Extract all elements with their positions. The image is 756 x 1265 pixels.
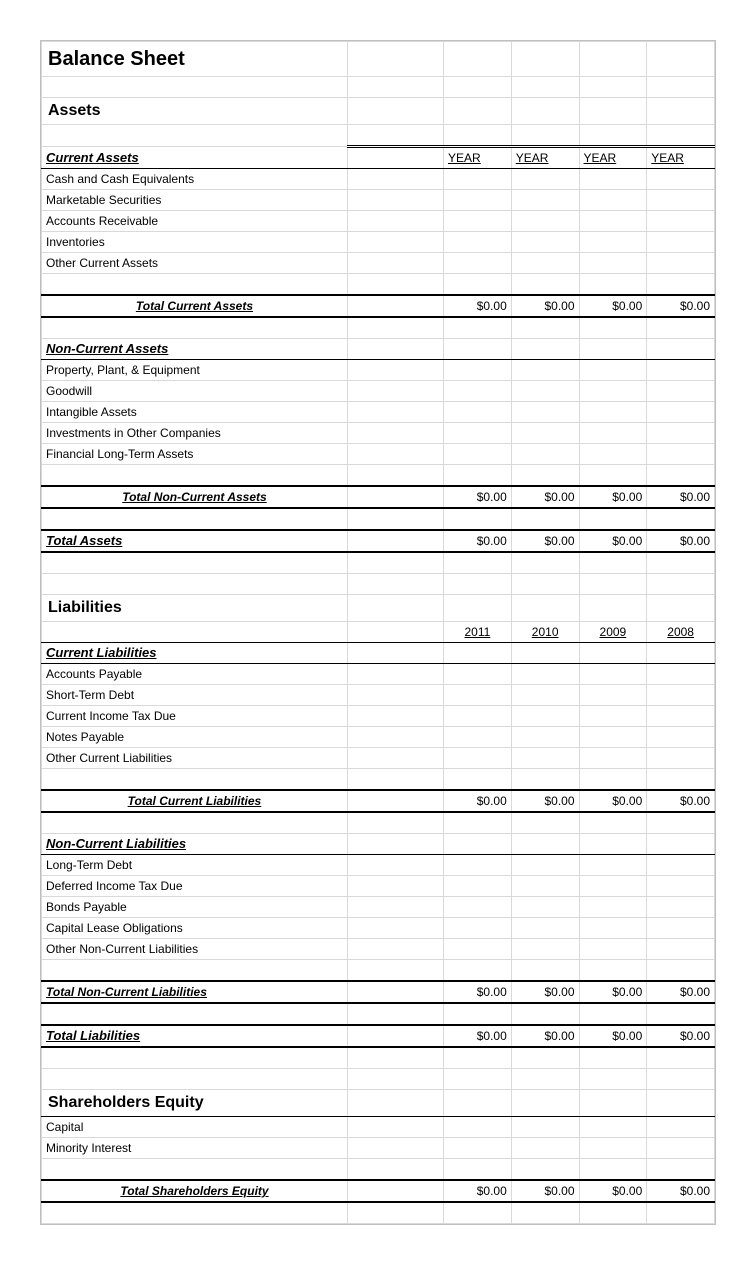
total-value: $0.00 <box>444 486 512 508</box>
line-item: Accounts Payable <box>42 664 348 685</box>
noncurrent-liabilities-heading: Non-Current Liabilities <box>42 834 348 855</box>
line-item: Investments in Other Companies <box>42 423 348 444</box>
line-item: Marketable Securities <box>42 190 348 211</box>
total-value: $0.00 <box>511 1180 579 1202</box>
total-value: $0.00 <box>511 1025 579 1047</box>
total-value: $0.00 <box>579 1180 647 1202</box>
total-assets-label: Total Assets <box>42 530 348 552</box>
current-liabilities-heading: Current Liabilities <box>42 643 348 664</box>
total-value: $0.00 <box>444 1025 512 1047</box>
total-value: $0.00 <box>444 790 512 812</box>
total-value: $0.00 <box>647 295 715 317</box>
line-item: Bonds Payable <box>42 897 348 918</box>
total-value: $0.00 <box>579 1025 647 1047</box>
line-item: Cash and Cash Equivalents <box>42 169 348 190</box>
line-item: Short-Term Debt <box>42 685 348 706</box>
line-item: Long-Term Debt <box>42 855 348 876</box>
total-value: $0.00 <box>647 530 715 552</box>
assets-heading: Assets <box>42 98 348 125</box>
year-header: YEAR <box>579 147 647 169</box>
line-item: Capital Lease Obligations <box>42 918 348 939</box>
total-value: $0.00 <box>444 981 512 1003</box>
total-value: $0.00 <box>579 790 647 812</box>
year-header: YEAR <box>647 147 715 169</box>
line-item: Intangible Assets <box>42 402 348 423</box>
year-header: 2010 <box>511 622 579 643</box>
line-item: Other Current Assets <box>42 253 348 274</box>
year-header: 2008 <box>647 622 715 643</box>
equity-heading: Shareholders Equity <box>42 1090 348 1117</box>
balance-sheet-table: Balance Sheet Assets Current Assets YEAR… <box>41 41 715 1224</box>
total-value: $0.00 <box>444 1180 512 1202</box>
sheet-title: Balance Sheet <box>42 42 348 77</box>
total-value: $0.00 <box>579 295 647 317</box>
total-value: $0.00 <box>579 530 647 552</box>
line-item: Inventories <box>42 232 348 253</box>
total-value: $0.00 <box>511 981 579 1003</box>
balance-sheet: Balance Sheet Assets Current Assets YEAR… <box>40 40 716 1225</box>
total-value: $0.00 <box>444 530 512 552</box>
total-value: $0.00 <box>579 981 647 1003</box>
year-header: 2009 <box>579 622 647 643</box>
line-item: Minority Interest <box>42 1138 348 1159</box>
line-item: Goodwill <box>42 381 348 402</box>
line-item: Other Current Liabilities <box>42 748 348 769</box>
line-item: Current Income Tax Due <box>42 706 348 727</box>
total-value: $0.00 <box>647 1180 715 1202</box>
noncurrent-assets-heading: Non-Current Assets <box>42 339 348 360</box>
total-value: $0.00 <box>511 790 579 812</box>
year-header: YEAR <box>444 147 512 169</box>
total-current-liabilities-label: Total Current Liabilities <box>42 790 348 812</box>
total-value: $0.00 <box>647 790 715 812</box>
line-item: Property, Plant, & Equipment <box>42 360 348 381</box>
total-noncurrent-liabilities-label: Total Non-Current Liabilities <box>42 981 348 1003</box>
year-header: 2011 <box>444 622 512 643</box>
line-item: Financial Long-Term Assets <box>42 444 348 465</box>
total-equity-label: Total Shareholders Equity <box>42 1180 348 1202</box>
total-value: $0.00 <box>511 530 579 552</box>
current-assets-heading: Current Assets <box>42 147 348 169</box>
total-value: $0.00 <box>647 1025 715 1047</box>
total-value: $0.00 <box>579 486 647 508</box>
total-current-assets-label: Total Current Assets <box>42 295 348 317</box>
total-value: $0.00 <box>647 981 715 1003</box>
line-item: Notes Payable <box>42 727 348 748</box>
total-liabilities-label: Total Liabilities <box>42 1025 348 1047</box>
line-item: Deferred Income Tax Due <box>42 876 348 897</box>
liabilities-heading: Liabilities <box>42 595 348 622</box>
line-item: Capital <box>42 1117 348 1138</box>
total-value: $0.00 <box>511 295 579 317</box>
total-value: $0.00 <box>511 486 579 508</box>
total-noncurrent-assets-label: Total Non-Current Assets <box>42 486 348 508</box>
line-item: Accounts Receivable <box>42 211 348 232</box>
total-value: $0.00 <box>647 486 715 508</box>
total-value: $0.00 <box>444 295 512 317</box>
line-item: Other Non-Current Liabilities <box>42 939 348 960</box>
year-header: YEAR <box>511 147 579 169</box>
